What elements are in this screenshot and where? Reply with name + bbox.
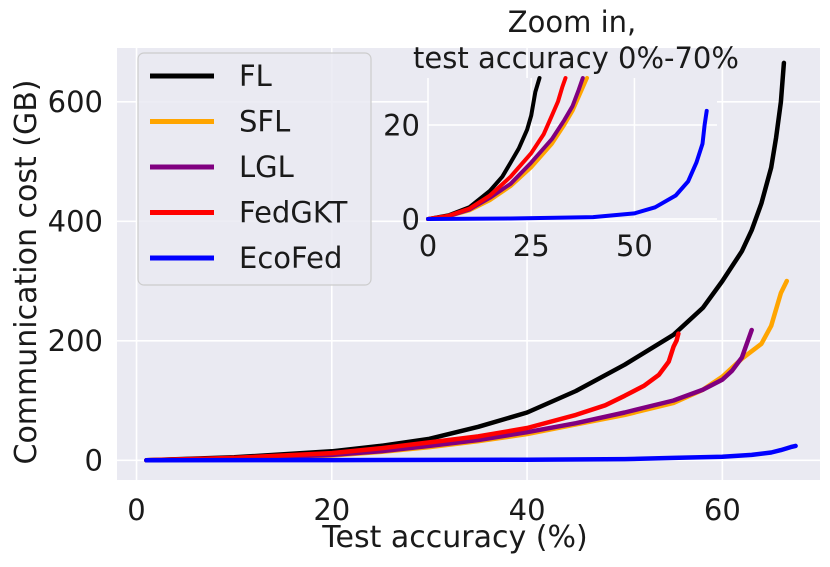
inset-y-tick-labels: 0 20 — [383, 108, 420, 236]
main-series-fl — [144, 60, 787, 463]
inset-x-tick-label: 50 — [616, 229, 653, 263]
main-x-tick-labels: 0 20 40 60 — [127, 493, 741, 527]
main-y-tick-labels: 0 200 400 600 — [48, 85, 103, 478]
inset-x-tick-labels: 0 25 50 — [419, 229, 653, 263]
legend-label-ecofed: EcoFed — [239, 241, 342, 275]
inset-series-ecofed — [426, 108, 709, 221]
legend-label-fedgkt: FedGKT — [239, 196, 348, 230]
inset-y-tick-label: 0 — [402, 202, 420, 236]
legend-label-sfl: SFL — [239, 105, 290, 139]
main-series-ecofed — [144, 443, 798, 463]
inset-series-fedgkt — [426, 76, 568, 221]
main-series-fedgkt — [144, 331, 681, 463]
inset-title-line1: Zoom in, — [508, 5, 636, 39]
main-x-tick-label: 20 — [313, 493, 350, 527]
inset-series-group — [426, 76, 709, 221]
main-x-tick-label: 0 — [127, 493, 145, 527]
main-y-tick-label: 0 — [85, 444, 103, 478]
main-y-tick-label: 600 — [48, 85, 103, 119]
main-series-group — [144, 60, 798, 463]
legend-box — [137, 52, 372, 286]
legend: FL SFL LGL FedGKT EcoFed — [137, 52, 372, 286]
inset-x-tick-label: 0 — [419, 229, 437, 263]
legend-label-lgl: LGL — [239, 150, 294, 184]
inset-x-tick-label: 25 — [513, 229, 550, 263]
main-y-tick-label: 400 — [48, 205, 103, 239]
x-axis-label: Test accuracy (%) — [321, 520, 587, 555]
main-y-tick-label: 200 — [48, 324, 103, 358]
legend-label-fl: FL — [239, 59, 272, 93]
inset-title-line2: test accuracy 0%-70% — [413, 41, 739, 75]
main-x-tick-label: 60 — [704, 493, 741, 527]
inset-chart: 0 25 50 0 20 Zoom in, test accuracy 0%-70% — [383, 5, 739, 263]
y-axis-label: Communication cost (GB) — [9, 79, 44, 464]
inset-y-tick-label: 20 — [383, 108, 420, 142]
main-x-tick-label: 40 — [509, 493, 546, 527]
